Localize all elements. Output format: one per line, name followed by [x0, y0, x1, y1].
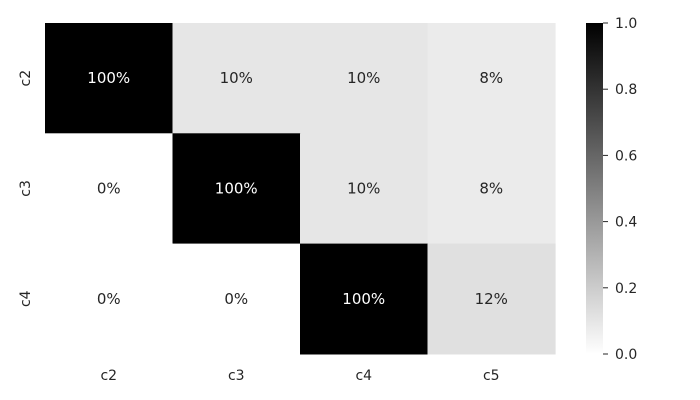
- heatmap-cell-c4-c4: [300, 243, 429, 355]
- cell-label-c3-c2: 0%: [97, 179, 121, 197]
- colorbar-tick-label-1.0: 1.0: [615, 16, 637, 32]
- cell-label-c4-c3: 0%: [224, 290, 248, 308]
- colorbar-gradient: [586, 23, 603, 354]
- cell-label-c4-c4: 100%: [342, 290, 385, 308]
- heatmap-cell-c3-c3: [172, 133, 301, 245]
- heatmap-cell-c4-c5: [427, 243, 556, 355]
- colorbar-tick-label-0.2: 0.2: [615, 281, 637, 297]
- row-tick-labels: c2 c3 c4: [18, 70, 34, 307]
- row-tick-label-c4: c4: [18, 290, 34, 307]
- column-tick-label-c2: c2: [100, 368, 117, 384]
- heatmap-cell-c4-c2: [45, 243, 174, 355]
- cell-label-c4-c2: 0%: [97, 290, 121, 308]
- column-tick-label-c5: c5: [483, 368, 500, 384]
- column-tick-labels: c2 c3 c4 c5: [100, 368, 499, 384]
- cell-label-c2-c4: 10%: [347, 69, 380, 87]
- colorbar-tick-label-0.4: 0.4: [615, 215, 637, 231]
- column-tick-label-c3: c3: [228, 368, 245, 384]
- cell-label-c2-c3: 10%: [220, 69, 253, 87]
- heatmap-cell-c2-c4: [300, 23, 429, 134]
- colorbar-tick-label-0.8: 0.8: [615, 82, 637, 98]
- cell-label-c2-c2: 100%: [87, 69, 130, 87]
- cell-label-c4-c5: 12%: [475, 290, 508, 308]
- column-tick-label-c4: c4: [355, 368, 372, 384]
- row-tick-label-c2: c2: [18, 70, 34, 87]
- heatmap-cell-c3-c5: [427, 133, 556, 245]
- cell-label-c3-c4: 10%: [347, 179, 380, 197]
- row-tick-label-c3: c3: [18, 180, 34, 197]
- heatmap-cell-c4-c3: [172, 243, 301, 355]
- cell-label-c3-c5: 8%: [479, 179, 503, 197]
- heatmap-cell-c3-c4: [300, 133, 429, 245]
- heatmap-cell-c2-c3: [172, 23, 301, 134]
- colorbar: 0.0 0.2 0.4 0.6 0.8 1.0: [586, 16, 637, 363]
- colorbar-tick-label-0.0: 0.0: [615, 347, 637, 363]
- heatmap-cells: 100% 10% 10% 8% 0% 100% 10% 8% 0% 0% 100% 12%: [45, 23, 556, 355]
- heatmap-cell-c3-c2: [45, 133, 174, 245]
- heatmap-cell-c2-c5: [427, 23, 556, 134]
- colorbar-tick-label-0.6: 0.6: [615, 148, 637, 164]
- heatmap-cell-c2-c2: [45, 23, 174, 134]
- cell-label-c3-c3: 100%: [215, 179, 258, 197]
- cell-label-c2-c5: 8%: [479, 69, 503, 87]
